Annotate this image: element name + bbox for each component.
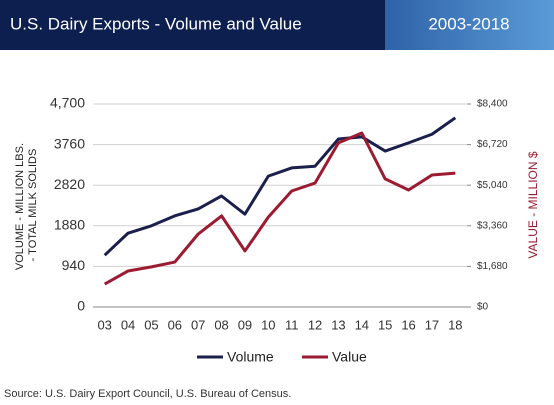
x-tick-label: 06 bbox=[168, 317, 182, 332]
y2-tick-label: $6,720 bbox=[477, 139, 508, 150]
y-tick-label: 4,700 bbox=[50, 95, 85, 111]
y2-tick-label: $1,680 bbox=[477, 261, 508, 272]
y-tick-label: 3760 bbox=[54, 135, 85, 151]
y-tick-label: 1880 bbox=[54, 217, 85, 233]
x-tick-label: 16 bbox=[401, 317, 415, 332]
y-axis-title-line: VOLUME - MILLION LBS. bbox=[14, 143, 26, 270]
y-tick-label: 0 bbox=[77, 298, 85, 314]
x-tick-label: 04 bbox=[121, 317, 135, 332]
chart-subtitle: 2003-2018 bbox=[428, 14, 509, 33]
x-tick-label: 11 bbox=[285, 317, 299, 332]
x-tick-label: 17 bbox=[425, 317, 439, 332]
y-axis-title-line: - TOTAL MILK SOLIDS bbox=[27, 149, 39, 262]
y-tick-label: 2820 bbox=[54, 176, 85, 192]
chart-title: U.S. Dairy Exports - Volume and Value bbox=[10, 14, 302, 33]
x-tick-label: 07 bbox=[191, 317, 205, 332]
x-tick-label: 05 bbox=[144, 317, 158, 332]
x-tick-label: 15 bbox=[378, 317, 392, 332]
y2-tick-label: $0 bbox=[477, 302, 489, 313]
series-line bbox=[103, 131, 456, 286]
x-tick-label: 13 bbox=[331, 317, 345, 332]
y-axis-title: VOLUME - MILLION LBS. - TOTAL MILK SOLID… bbox=[14, 140, 39, 270]
header-band bbox=[0, 0, 385, 50]
x-tick-label: 09 bbox=[238, 317, 252, 332]
x-tick-label: 03 bbox=[97, 317, 111, 332]
legend-label: Volume bbox=[227, 349, 274, 365]
x-tick-label: 12 bbox=[308, 317, 322, 332]
x-tick-label: 10 bbox=[261, 317, 275, 332]
header-band-right bbox=[385, 0, 554, 50]
y-tick-label: 940 bbox=[62, 257, 86, 273]
series-line bbox=[103, 116, 457, 257]
x-tick-label: 18 bbox=[448, 317, 462, 332]
source-note: Source: U.S. Dairy Export Council, U.S. … bbox=[4, 388, 291, 400]
y2-tick-label: $8,400 bbox=[477, 99, 508, 110]
x-tick-label: 14 bbox=[355, 317, 369, 332]
legend-label: Value bbox=[332, 349, 367, 365]
x-tick-label: 08 bbox=[214, 317, 228, 332]
y2-axis-title: VALUE - MILLION $ bbox=[526, 151, 540, 258]
y2-tick-label: $3,360 bbox=[477, 220, 508, 231]
y2-tick-label: $5,040 bbox=[477, 180, 508, 191]
